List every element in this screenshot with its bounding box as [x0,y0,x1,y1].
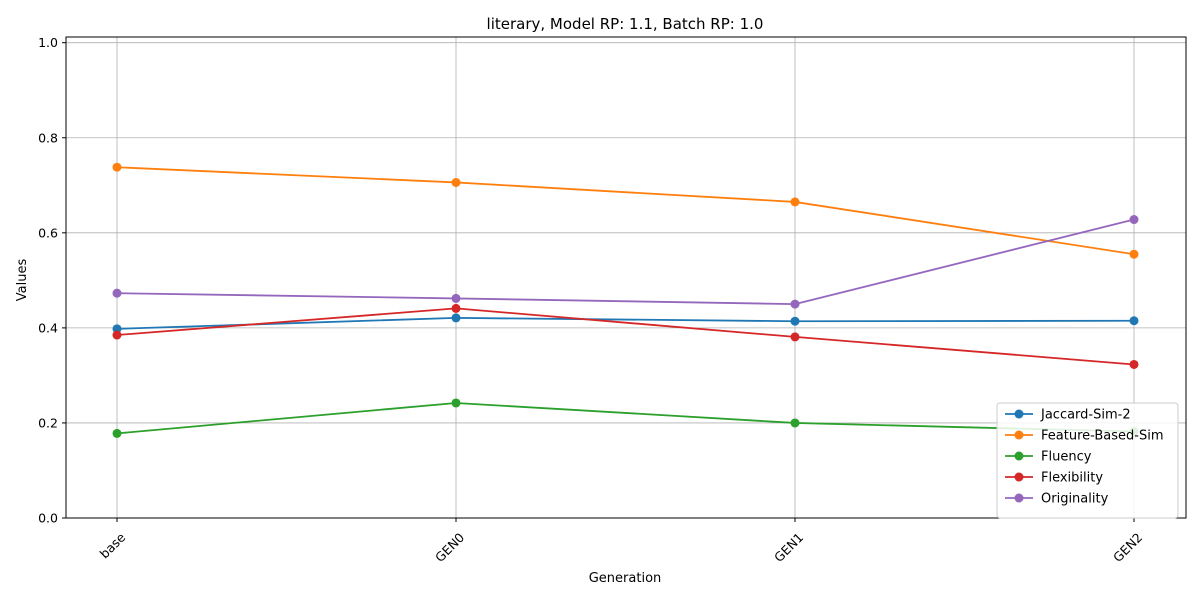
series-layer [112,162,1139,438]
data-point [790,332,800,342]
data-point [1129,249,1139,259]
plot-frame [65,36,1187,519]
data-point [790,197,800,207]
y-tick-label: 1.0 [38,35,58,50]
legend-label: Jaccard-Sim-2 [1040,408,1131,423]
series-originality [112,215,1139,309]
data-point [112,324,122,334]
series-line [116,317,1135,330]
x-axis-label: Generation [589,571,662,586]
data-point [1129,359,1139,369]
y-tick-label: 0.4 [38,320,58,335]
legend-marker [1014,493,1024,503]
legend: Jaccard-Sim-2 Feature-Based-Sim Fluency Fle… [996,402,1179,519]
data-point [1129,316,1139,326]
data-point [451,313,461,323]
y-axis-label: Values [15,259,30,302]
data-point [451,303,461,313]
data-point [112,330,122,340]
legend-entry: Flexibility [1005,471,1103,486]
y-tick-label: 0.6 [38,225,58,240]
legend-box [996,402,1179,519]
legend-marker [1014,472,1024,482]
legend-label: Fluency [1041,450,1092,465]
legend-label: Originality [1041,492,1109,507]
data-point [1129,215,1139,225]
legend-label: Feature-Based-Sim [1041,429,1163,444]
data-point [790,418,800,428]
legend-label: Flexibility [1041,471,1103,486]
series-line [116,402,1135,435]
series-fluency [112,398,1139,438]
x-tick-label: GEN0 [432,530,467,565]
data-point [790,316,800,326]
data-point [112,428,122,438]
y-tick-label: 0.0 [38,511,58,526]
data-point [451,177,461,187]
x-tick-label: GEN1 [771,530,806,565]
series-line [116,166,1135,256]
series-jaccard-sim-2 [112,313,1139,334]
data-point [112,162,122,172]
series-line [116,307,1135,366]
legend-marker [1014,451,1024,461]
y-tick-label: 0.8 [38,130,58,145]
legend-entry: Fluency [1005,450,1092,465]
data-point [790,299,800,309]
data-point [112,288,122,298]
legend-entry: Jaccard-Sim-2 [1005,408,1131,423]
legend-entry: Feature-Based-Sim [1005,429,1163,444]
legend-entry: Originality [1005,492,1109,507]
y-tick-label: 0.2 [38,415,58,430]
series-feature-based-sim [112,162,1139,259]
chart-title: literary, Model RP: 1.1, Batch RP: 1.0 [487,15,764,33]
series-line [116,218,1135,306]
data-point [451,293,461,303]
legend-marker [1014,430,1024,440]
x-tick-label: GEN2 [1110,530,1145,565]
data-point [451,398,461,408]
legend-marker [1014,409,1024,419]
x-tick-label: base [97,529,129,561]
series-flexibility [112,303,1139,369]
